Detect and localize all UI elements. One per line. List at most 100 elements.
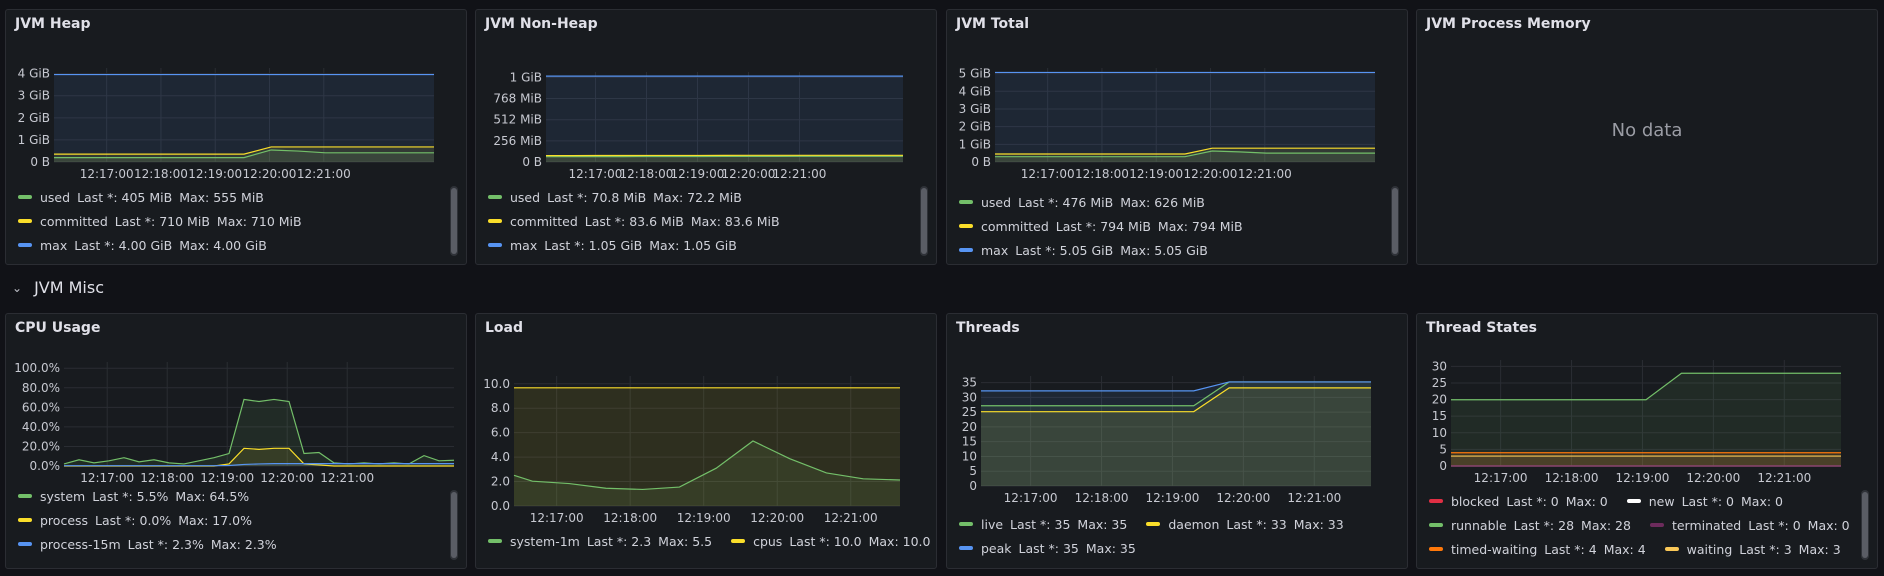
legend-swatch bbox=[1429, 547, 1443, 551]
y-tick-label: 25 bbox=[962, 405, 977, 419]
chevron-down-icon[interactable]: ⌄ bbox=[12, 280, 23, 295]
legend-item-timed-waiting[interactable]: timed-waiting Last *: 4 Max: 4 bbox=[1429, 542, 1653, 557]
legend-item-max[interactable]: max Last *: 5.05 GiB Max: 5.05 GiB bbox=[959, 243, 1215, 258]
x-tick-label: 12:20:00 bbox=[243, 167, 297, 181]
legend-item-cpus[interactable]: cpus Last *: 10.0 Max: 10.0 bbox=[731, 534, 936, 549]
scrollbar-thumb[interactable] bbox=[451, 188, 457, 254]
panel-jvm-heap[interactable]: JVM Heap 4 GiB 3 GiB 2 GiB 1 GiB 0 B 12:17:00… bbox=[5, 9, 467, 265]
legend-max: Max: 1.05 GiB bbox=[649, 237, 737, 253]
legend-name: committed bbox=[981, 218, 1049, 234]
series-area-committed bbox=[995, 148, 1375, 162]
legend-item-runnable[interactable]: runnable Last *: 28 Max: 28 bbox=[1429, 518, 1638, 533]
legend-last: Last *: 0 bbox=[1748, 517, 1801, 533]
legend-scrollbar[interactable] bbox=[920, 186, 928, 256]
legend-swatch bbox=[18, 195, 32, 199]
panel-cpu-usage[interactable]: CPU Usage 100.0% 80.0% 60.0% 40.0% 20.0% 0.0%… bbox=[5, 313, 467, 569]
y-tick-label: 6.0 bbox=[491, 426, 510, 440]
legend-max: Max: 0 bbox=[1741, 493, 1783, 509]
series-area-system bbox=[64, 399, 454, 466]
scrollbar-thumb[interactable] bbox=[451, 492, 457, 558]
legend-item-waiting[interactable]: waiting Last *: 3 Max: 3 bbox=[1664, 542, 1848, 557]
series-line-used bbox=[995, 150, 1375, 158]
legend-name: process bbox=[40, 512, 89, 528]
series-line-committed bbox=[995, 147, 1375, 155]
scrollbar-thumb[interactable] bbox=[1862, 492, 1868, 558]
chart-load[interactable]: 10.0 8.0 6.0 4.0 2.0 0.0 12:17:00 12:18:00 12:19… bbox=[476, 314, 936, 568]
legend-item-process[interactable]: process Last *: 0.0% Max: 17.0% bbox=[18, 513, 259, 528]
legend-item-new[interactable]: new Last *: 0 Max: 0 bbox=[1626, 493, 1790, 509]
scrollbar-thumb[interactable] bbox=[1392, 188, 1398, 254]
legend-last: Last *: 28 bbox=[1513, 517, 1575, 533]
y-tick-label: 0 B bbox=[30, 155, 50, 169]
x-tick-label: 12:19:00 bbox=[188, 167, 242, 181]
legend-item-process-15m[interactable]: process-15m Last *: 2.3% Max: 2.3% bbox=[18, 537, 284, 552]
y-tick-label: 5 bbox=[969, 464, 977, 478]
x-tick-label: 12:20:00 bbox=[750, 511, 804, 525]
legend-scrollbar[interactable] bbox=[450, 490, 458, 560]
y-tick-label: 10.0 bbox=[483, 377, 510, 391]
legend-item-used[interactable]: used Last *: 476 MiB Max: 626 MiB bbox=[959, 195, 1212, 210]
legend-max: Max: 2.3% bbox=[210, 536, 277, 552]
y-tick-label: 4.0 bbox=[491, 450, 510, 464]
legend-item-system[interactable]: system Last *: 5.5% Max: 64.5% bbox=[18, 489, 256, 504]
legend-item-used[interactable]: used Last *: 405 MiB Max: 555 MiB bbox=[18, 190, 271, 205]
legend-scrollbar[interactable] bbox=[1391, 186, 1399, 256]
chart-cpu[interactable]: 100.0% 80.0% 60.0% 40.0% 20.0% 0.0% 12:17:00 12… bbox=[6, 314, 466, 568]
y-tick-label: 1 GiB bbox=[959, 137, 991, 151]
legend-item-terminated[interactable]: terminated Last *: 0 Max: 0 bbox=[1649, 517, 1857, 533]
x-tick-label: 12:20:00 bbox=[1686, 471, 1740, 485]
x-tick-label: 12:20:00 bbox=[260, 471, 314, 485]
legend-max: Max: 33 bbox=[1293, 516, 1344, 532]
row-jvm-misc[interactable]: ⌄ JVM Misc bbox=[12, 278, 104, 297]
y-tick-label: 15 bbox=[1432, 409, 1447, 423]
panel-jvm-total[interactable]: JVM Total 5 GiB 4 GiB 3 GiB 2 GiB 1 GiB 0 B 12… bbox=[946, 9, 1408, 265]
x-tick-label: 12:19:00 bbox=[1616, 471, 1670, 485]
legend-swatch bbox=[959, 200, 973, 204]
section-title: JVM Misc bbox=[34, 278, 104, 297]
legend-item-max[interactable]: max Last *: 4.00 GiB Max: 4.00 GiB bbox=[18, 238, 274, 253]
x-tick-label: 12:19:00 bbox=[200, 471, 254, 485]
legend-item-used[interactable]: used Last *: 70.8 MiB Max: 72.2 MiB bbox=[488, 190, 749, 205]
x-tick-label: 12:18:00 bbox=[134, 167, 188, 181]
legend-scrollbar[interactable] bbox=[1861, 490, 1869, 560]
legend-last: Last *: 83.6 MiB bbox=[584, 213, 684, 229]
x-tick-label: 12:18:00 bbox=[140, 471, 194, 485]
legend-max: Max: 35 bbox=[1077, 516, 1128, 532]
legend-item-daemon[interactable]: daemon Last *: 33 Max: 33 bbox=[1146, 517, 1350, 532]
panel-jvm-non-heap[interactable]: JVM Non-Heap 1 GiB 768 MiB 512 MiB 256 MiB 0… bbox=[475, 9, 937, 265]
legend-item-max[interactable]: max Last *: 1.05 GiB Max: 1.05 GiB bbox=[488, 238, 744, 253]
legend-item-live[interactable]: live Last *: 35 Max: 35 bbox=[959, 517, 1134, 532]
scrollbar-thumb[interactable] bbox=[921, 188, 927, 254]
legend-last: Last *: 5.05 GiB bbox=[1015, 242, 1114, 258]
legend-item-committed[interactable]: committed Last *: 83.6 MiB Max: 83.6 MiB bbox=[488, 214, 787, 229]
legend-item-system-1m[interactable]: system-1m Last *: 2.3 Max: 5.5 bbox=[488, 534, 719, 549]
y-tick-label: 2 GiB bbox=[959, 120, 991, 134]
legend-max: Max: 794 MiB bbox=[1157, 218, 1243, 234]
legend-scrollbar[interactable] bbox=[450, 186, 458, 256]
x-tick-label: 12:19:00 bbox=[1146, 491, 1200, 505]
panel-thread-states[interactable]: Thread States 30 25 20 15 10 5 0 12:17:00 12:18:… bbox=[1416, 313, 1878, 569]
panel-jvm-process-memory[interactable]: JVM Process Memory No data bbox=[1416, 9, 1878, 265]
legend-item-peak[interactable]: peak Last *: 35 Max: 35 bbox=[959, 541, 1143, 556]
y-tick-label: 20 bbox=[1432, 393, 1447, 407]
legend-item-committed[interactable]: committed Last *: 710 MiB Max: 710 MiB bbox=[18, 214, 309, 229]
legend-swatch bbox=[1626, 499, 1641, 503]
legend-swatch bbox=[959, 546, 973, 550]
panel-threads[interactable]: Threads 35 30 25 20 15 10 5 0 12:17:00 12:18:00 12… bbox=[946, 313, 1408, 569]
chart-states[interactable]: 30 25 20 15 10 5 0 12:17:00 12:18:00 12:19:00 12:2… bbox=[1417, 314, 1877, 568]
y-tick-label: 30 bbox=[1432, 359, 1447, 373]
legend-item-committed[interactable]: committed Last *: 794 MiB Max: 794 MiB bbox=[959, 219, 1250, 234]
legend-max: Max: 83.6 MiB bbox=[690, 213, 780, 229]
legend-last: Last *: 35 bbox=[1010, 516, 1071, 532]
y-tick-label: 35 bbox=[962, 376, 977, 390]
legend-swatch bbox=[18, 219, 32, 223]
legend-item-blocked[interactable]: blocked Last *: 0 Max: 0 bbox=[1429, 494, 1615, 509]
x-tick-label: 12:17:00 bbox=[569, 167, 623, 181]
panel-title: JVM Heap bbox=[15, 16, 91, 32]
legend-name: new bbox=[1648, 493, 1675, 509]
panel-load[interactable]: Load 10.0 8.0 6.0 4.0 2.0 0.0 12:17:00 12:18:00… bbox=[475, 313, 937, 569]
